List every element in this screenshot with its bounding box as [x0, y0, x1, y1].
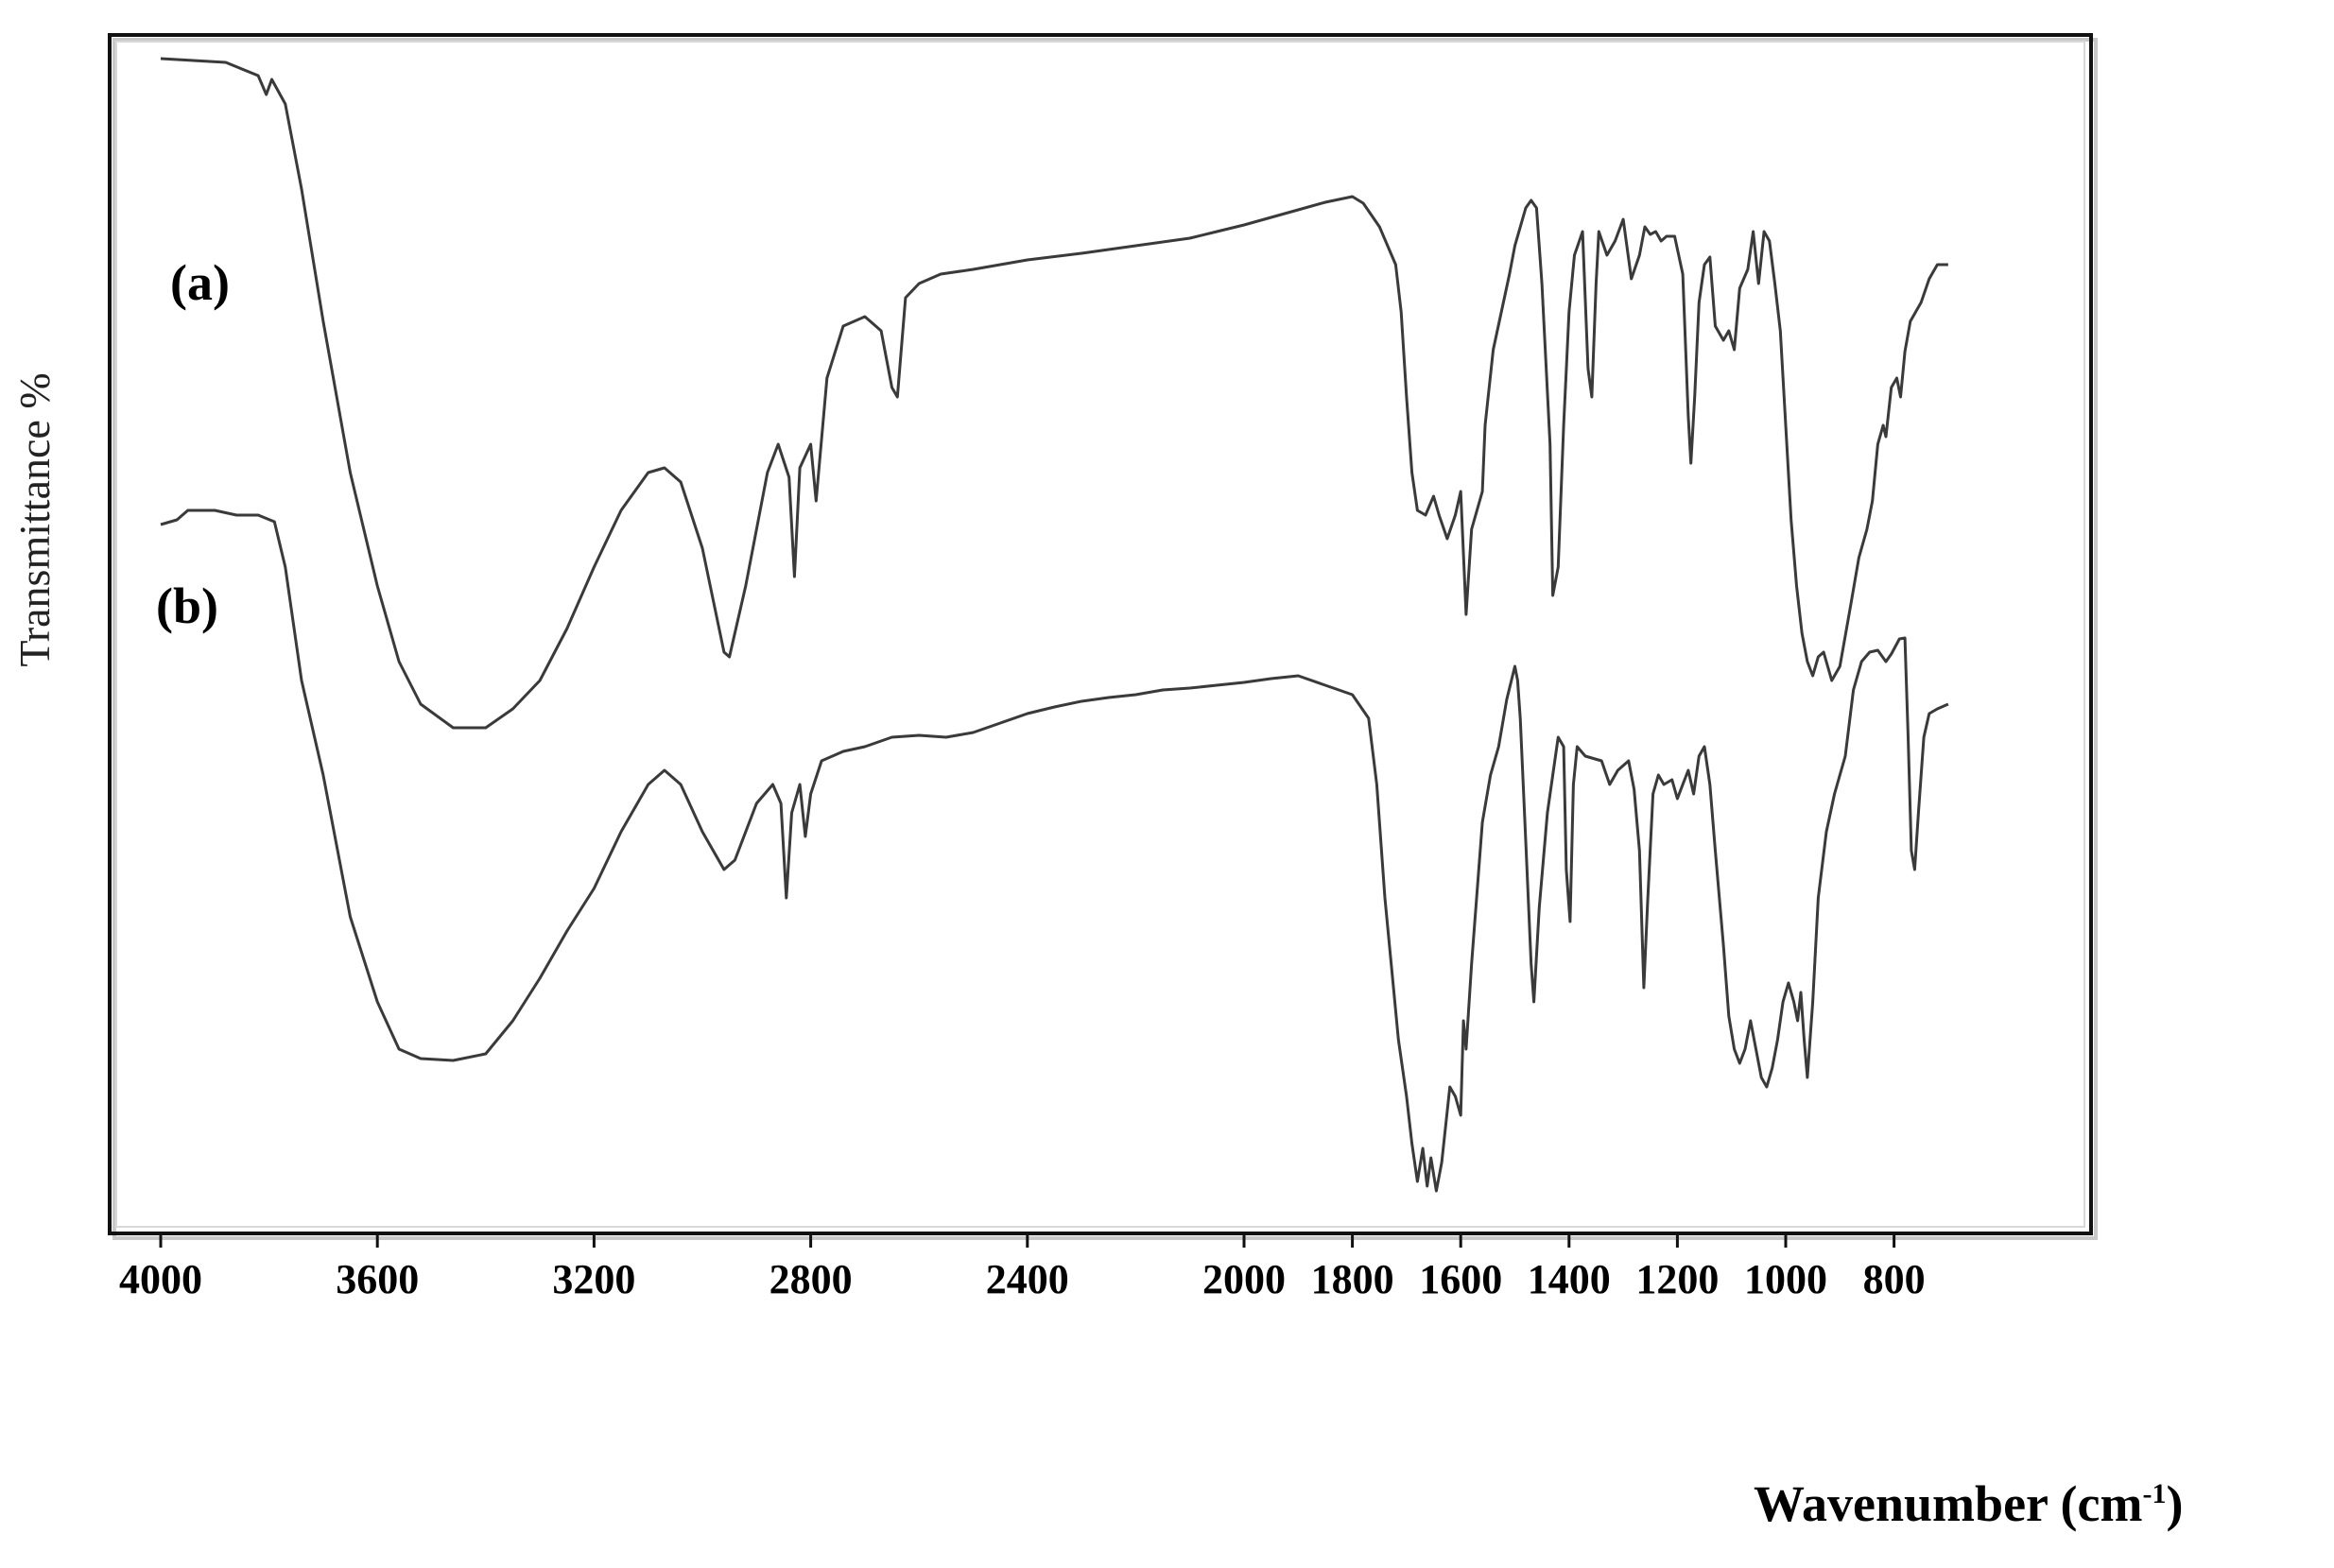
x-axis-label-main: Wavenumber (cm — [1754, 1475, 2143, 1532]
series-label-b: (b) — [156, 577, 218, 634]
x-tick-label: 3200 — [552, 1256, 635, 1302]
series-label-a: (a) — [170, 254, 230, 311]
y-axis-label: Transmittance % — [10, 372, 59, 667]
x-tick-label: 1000 — [1744, 1256, 1827, 1302]
x-tick-label: 2000 — [1202, 1256, 1286, 1302]
x-tick-label: 800 — [1863, 1256, 1926, 1302]
spectrum-b-line — [160, 508, 1949, 1193]
x-tick-label: 1800 — [1311, 1256, 1394, 1302]
x-tick-label: 1400 — [1528, 1256, 1611, 1302]
spectrum-a-line — [160, 57, 1948, 730]
plot-inner-border — [115, 41, 2085, 1228]
x-axis-label-superscript: -1 — [2142, 1478, 2167, 1509]
x-tick-label: 2800 — [769, 1256, 853, 1302]
x-tick-label: 1200 — [1635, 1256, 1719, 1302]
x-tick-label: 1600 — [1419, 1256, 1502, 1302]
x-tick-label: 2400 — [986, 1256, 1069, 1302]
plot-frame-shadow — [112, 38, 2098, 1240]
x-tick-label: 4000 — [119, 1256, 202, 1302]
x-axis-label: Wavenumber (cm-1) — [1754, 1474, 2183, 1533]
x-tick-label: 3600 — [336, 1256, 419, 1302]
x-axis: 4000 3600 3200 2800 2400 2000 1800 1600 1400 1200… — [119, 1233, 1926, 1302]
x-axis-label-close: ) — [2166, 1475, 2184, 1532]
plot-frame — [108, 33, 2093, 1235]
